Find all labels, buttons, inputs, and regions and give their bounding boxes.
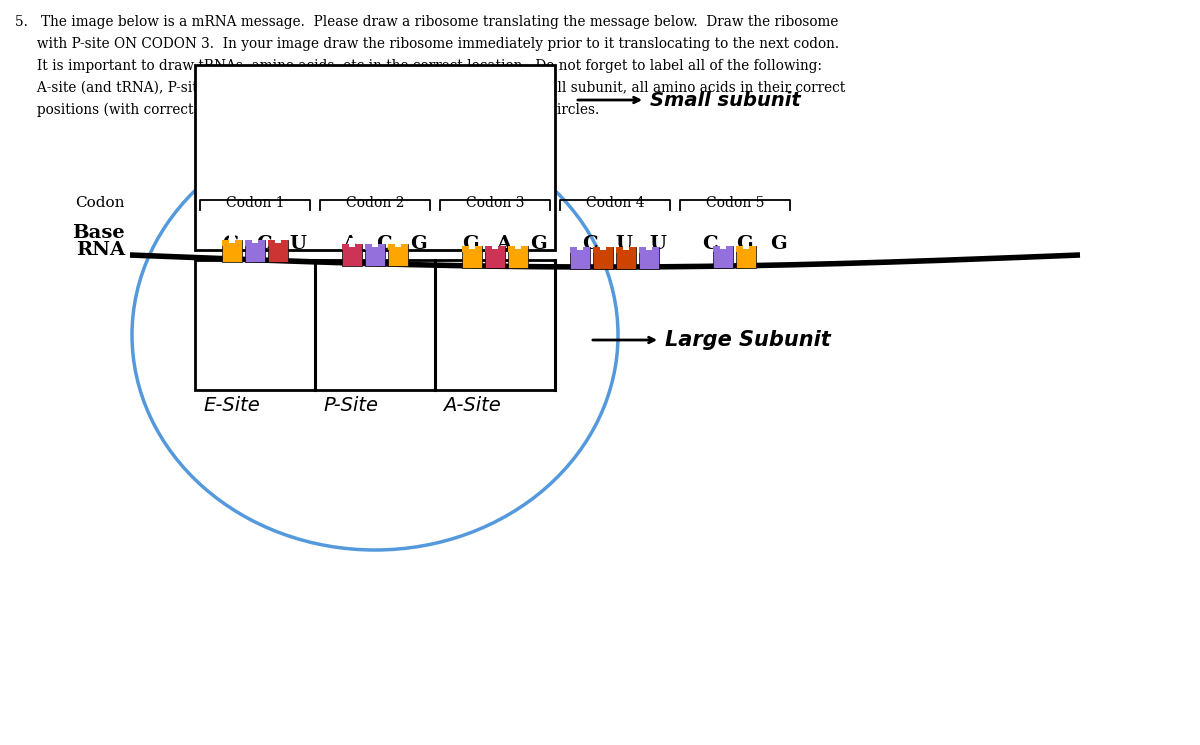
- FancyBboxPatch shape: [281, 240, 288, 246]
- FancyBboxPatch shape: [388, 244, 395, 250]
- FancyBboxPatch shape: [469, 240, 475, 250]
- FancyBboxPatch shape: [196, 65, 554, 250]
- FancyBboxPatch shape: [594, 247, 613, 269]
- FancyBboxPatch shape: [617, 247, 636, 269]
- FancyBboxPatch shape: [624, 241, 630, 250]
- FancyBboxPatch shape: [355, 244, 362, 250]
- Text: U: U: [289, 235, 306, 253]
- Text: A-Site: A-Site: [443, 396, 500, 415]
- FancyBboxPatch shape: [714, 246, 720, 252]
- Text: G: G: [462, 235, 479, 253]
- Text: G: G: [529, 235, 546, 253]
- FancyBboxPatch shape: [395, 238, 401, 247]
- FancyBboxPatch shape: [720, 240, 726, 249]
- Text: E-Site: E-Site: [203, 396, 259, 415]
- FancyBboxPatch shape: [462, 246, 482, 268]
- FancyBboxPatch shape: [268, 240, 288, 261]
- FancyBboxPatch shape: [492, 240, 498, 250]
- FancyBboxPatch shape: [372, 238, 378, 247]
- FancyBboxPatch shape: [508, 246, 515, 253]
- Text: positions (with correct peptide bonds).  The amino acids can be drawn as circles: positions (with correct peptide bonds). …: [16, 103, 599, 118]
- FancyBboxPatch shape: [726, 246, 733, 252]
- Text: It is important to draw tRNAs, amino acids, etc in the correct location.  Do not: It is important to draw tRNAs, amino aci…: [16, 59, 822, 73]
- FancyBboxPatch shape: [570, 247, 577, 253]
- FancyBboxPatch shape: [388, 244, 408, 266]
- FancyBboxPatch shape: [600, 241, 606, 250]
- FancyBboxPatch shape: [342, 244, 362, 266]
- FancyBboxPatch shape: [744, 240, 750, 249]
- FancyBboxPatch shape: [258, 240, 265, 246]
- FancyBboxPatch shape: [485, 246, 492, 253]
- FancyBboxPatch shape: [498, 246, 505, 253]
- FancyBboxPatch shape: [434, 260, 554, 390]
- FancyBboxPatch shape: [594, 247, 600, 253]
- FancyBboxPatch shape: [196, 260, 314, 390]
- FancyBboxPatch shape: [577, 241, 583, 250]
- Text: G: G: [222, 235, 239, 253]
- Text: G: G: [736, 235, 752, 253]
- Text: Codon 2: Codon 2: [346, 196, 404, 210]
- FancyBboxPatch shape: [235, 240, 242, 246]
- FancyBboxPatch shape: [462, 246, 469, 253]
- FancyBboxPatch shape: [653, 247, 660, 253]
- FancyBboxPatch shape: [245, 240, 265, 261]
- Text: Codon: Codon: [76, 196, 125, 210]
- FancyBboxPatch shape: [365, 244, 372, 250]
- Text: Codon 1: Codon 1: [226, 196, 284, 210]
- Text: G: G: [769, 235, 786, 253]
- Text: A: A: [342, 235, 358, 253]
- FancyBboxPatch shape: [268, 240, 275, 246]
- FancyBboxPatch shape: [617, 247, 624, 253]
- Text: C: C: [256, 235, 272, 253]
- FancyBboxPatch shape: [714, 246, 733, 268]
- FancyBboxPatch shape: [750, 246, 756, 252]
- FancyBboxPatch shape: [647, 241, 653, 250]
- FancyBboxPatch shape: [245, 240, 252, 246]
- Text: Codon 3: Codon 3: [466, 196, 524, 210]
- FancyBboxPatch shape: [378, 244, 385, 250]
- FancyBboxPatch shape: [342, 244, 349, 250]
- FancyBboxPatch shape: [640, 247, 647, 253]
- Text: P-Site: P-Site: [323, 396, 378, 415]
- Text: U: U: [616, 235, 632, 253]
- Text: C: C: [376, 235, 392, 253]
- FancyBboxPatch shape: [475, 246, 482, 253]
- Text: with P-site ON CODON 3.  In your image draw the ribosome immediately prior to it: with P-site ON CODON 3. In your image dr…: [16, 37, 839, 51]
- FancyBboxPatch shape: [365, 244, 385, 266]
- FancyBboxPatch shape: [222, 240, 242, 261]
- FancyBboxPatch shape: [515, 240, 521, 250]
- Text: Small subunit: Small subunit: [650, 90, 800, 110]
- Text: C: C: [582, 235, 598, 253]
- FancyBboxPatch shape: [583, 247, 590, 253]
- FancyBboxPatch shape: [521, 246, 528, 253]
- FancyBboxPatch shape: [606, 247, 613, 253]
- Text: RNA: RNA: [76, 241, 125, 259]
- FancyBboxPatch shape: [570, 247, 590, 269]
- FancyBboxPatch shape: [349, 238, 355, 247]
- Text: 5.   The image below is a mRNA message.  Please draw a ribosome translating the : 5. The image below is a mRNA message. Pl…: [16, 15, 839, 29]
- Text: C: C: [702, 235, 718, 253]
- Text: A-site (and tRNA), P-site (and tRNA), E-site (and tRNA), large subunit, small su: A-site (and tRNA), P-site (and tRNA), E-…: [16, 81, 845, 95]
- Text: Base: Base: [72, 224, 125, 242]
- Text: A: A: [497, 235, 511, 253]
- FancyBboxPatch shape: [737, 246, 756, 268]
- FancyBboxPatch shape: [640, 247, 660, 269]
- FancyBboxPatch shape: [508, 246, 528, 268]
- FancyBboxPatch shape: [252, 234, 258, 243]
- FancyBboxPatch shape: [275, 234, 281, 243]
- FancyBboxPatch shape: [314, 260, 434, 390]
- FancyBboxPatch shape: [222, 240, 229, 246]
- FancyBboxPatch shape: [485, 246, 505, 268]
- Text: G: G: [409, 235, 426, 253]
- Text: U: U: [649, 235, 666, 253]
- FancyBboxPatch shape: [737, 246, 744, 252]
- Text: Large Subunit: Large Subunit: [665, 330, 830, 350]
- Text: Codon 5: Codon 5: [706, 196, 764, 210]
- FancyBboxPatch shape: [229, 234, 235, 243]
- FancyBboxPatch shape: [630, 247, 636, 253]
- Text: Codon 4: Codon 4: [586, 196, 644, 210]
- FancyBboxPatch shape: [401, 244, 408, 250]
